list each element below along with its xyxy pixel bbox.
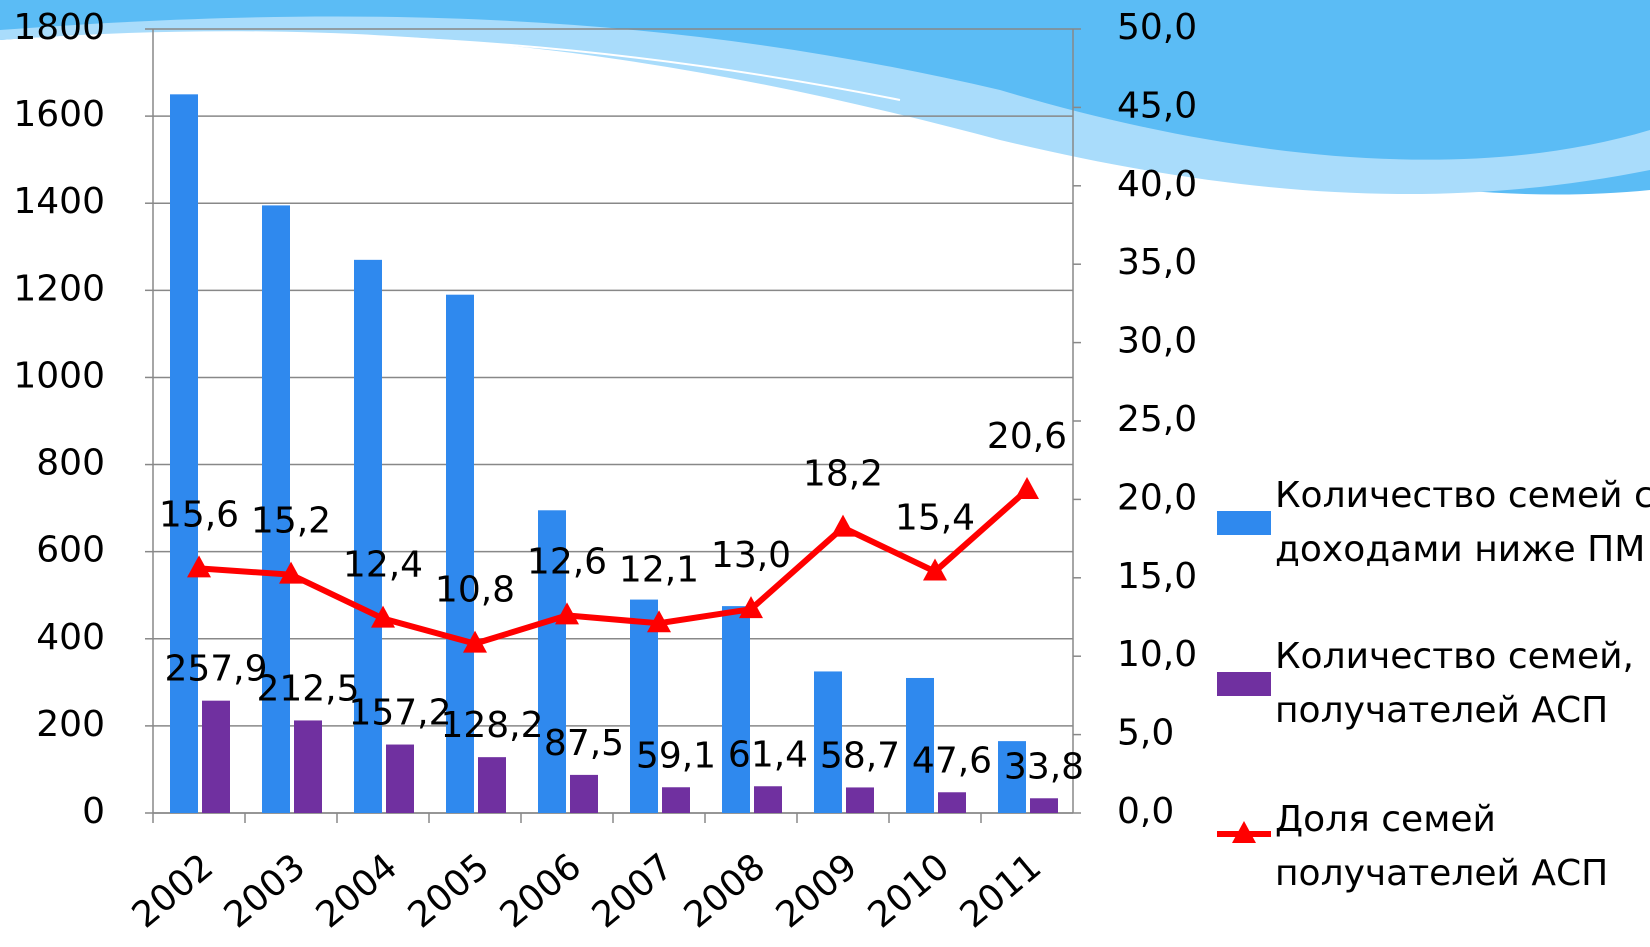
- y2-tick-label: 50,0: [1117, 7, 1197, 48]
- y-tick-label: 1400: [13, 181, 105, 222]
- marker: [831, 515, 855, 537]
- y-tick-label: 1200: [13, 268, 105, 309]
- y2-tick-label: 5,0: [1117, 713, 1174, 754]
- bar: [722, 606, 750, 813]
- y-tick-label: 1600: [13, 94, 105, 135]
- bar: [938, 792, 966, 813]
- x-tick-label: 2002: [125, 846, 222, 936]
- data-label: 33,8: [1004, 746, 1084, 787]
- y2-tick-label: 25,0: [1117, 399, 1197, 440]
- bar: [478, 757, 506, 813]
- bar: [294, 720, 322, 813]
- bar: [170, 94, 198, 813]
- bar: [1030, 798, 1058, 813]
- legend-line: Количество семей,: [1275, 636, 1634, 677]
- y-tick-label: 1800: [13, 7, 105, 48]
- legend-swatch: [1217, 672, 1271, 696]
- data-label: 257,9: [164, 649, 267, 690]
- bar: [846, 787, 874, 813]
- x-tick-label: 2006: [493, 846, 590, 936]
- y2-tick-label: 40,0: [1117, 164, 1197, 205]
- chart: 0 200 400 600 800 1000 1200 1400 1600 1800 0,0 5,0 1…: [0, 0, 1650, 947]
- data-label: 20,6: [987, 416, 1067, 457]
- data-label: 128,2: [440, 705, 543, 746]
- bar: [570, 775, 598, 813]
- legend-line: Доля семей: [1275, 799, 1496, 840]
- marker: [1015, 477, 1039, 499]
- legend-swatch: [1217, 511, 1271, 535]
- y-tick-label: 400: [36, 617, 105, 658]
- y2-tick-label: 15,0: [1117, 556, 1197, 597]
- y-tick-label: 1000: [13, 355, 105, 396]
- y-tick-label: 200: [36, 704, 105, 745]
- x-tick-label: 2010: [861, 846, 958, 936]
- data-label: 13,0: [711, 535, 791, 576]
- data-label: 212,5: [256, 668, 359, 709]
- data-label: 15,2: [251, 501, 331, 542]
- x-tick-label: 2004: [309, 846, 406, 936]
- data-label: 59,1: [636, 735, 716, 776]
- x-tick-label: 2005: [401, 846, 498, 936]
- legend-label: Количество семей, получателей АСП: [1275, 636, 1634, 731]
- data-label: 10,8: [435, 570, 515, 611]
- bar: [202, 701, 230, 813]
- bar: [662, 787, 690, 813]
- y2-tick-label: 20,0: [1117, 477, 1197, 518]
- data-label: 12,6: [527, 541, 607, 582]
- y2-tick-label: 35,0: [1117, 242, 1197, 283]
- data-label: 157,2: [348, 693, 451, 734]
- y2-tick-label: 30,0: [1117, 321, 1197, 362]
- data-label: 87,5: [544, 723, 624, 764]
- data-label: 15,6: [159, 494, 239, 535]
- x-tick-label: 2007: [585, 846, 682, 936]
- data-label: 15,4: [895, 498, 975, 539]
- x-tick-label: 2011: [953, 846, 1050, 936]
- bar: [754, 786, 782, 813]
- y-tick-label: 600: [36, 530, 105, 571]
- legend-label: Доля семей получателей АСП: [1275, 799, 1608, 894]
- data-label: 18,2: [803, 454, 883, 495]
- y-tick-label: 0: [82, 791, 105, 832]
- legend-line: Количество семей с: [1275, 475, 1650, 516]
- y2-tick-label: 10,0: [1117, 634, 1197, 675]
- data-label: 58,7: [820, 735, 900, 776]
- x-tick-label: 2009: [769, 846, 866, 936]
- legend-line: получателей АСП: [1275, 853, 1608, 894]
- data-label: 61,4: [728, 734, 808, 775]
- bar: [386, 745, 414, 813]
- legend-line: получателей АСП: [1275, 690, 1608, 731]
- x-tick-label: 2008: [677, 846, 774, 936]
- data-label: 47,6: [912, 740, 992, 781]
- y2-tick-label: 45,0: [1117, 85, 1197, 126]
- y-tick-label: 800: [36, 443, 105, 484]
- y2-tick-label: 0,0: [1117, 791, 1174, 832]
- x-tick-label: 2003: [217, 846, 314, 936]
- legend-line: доходами ниже ПМ: [1275, 529, 1645, 570]
- legend-label: Количество семей с доходами ниже ПМ: [1275, 475, 1650, 570]
- data-label: 12,4: [343, 545, 423, 586]
- data-label: 12,1: [619, 549, 699, 590]
